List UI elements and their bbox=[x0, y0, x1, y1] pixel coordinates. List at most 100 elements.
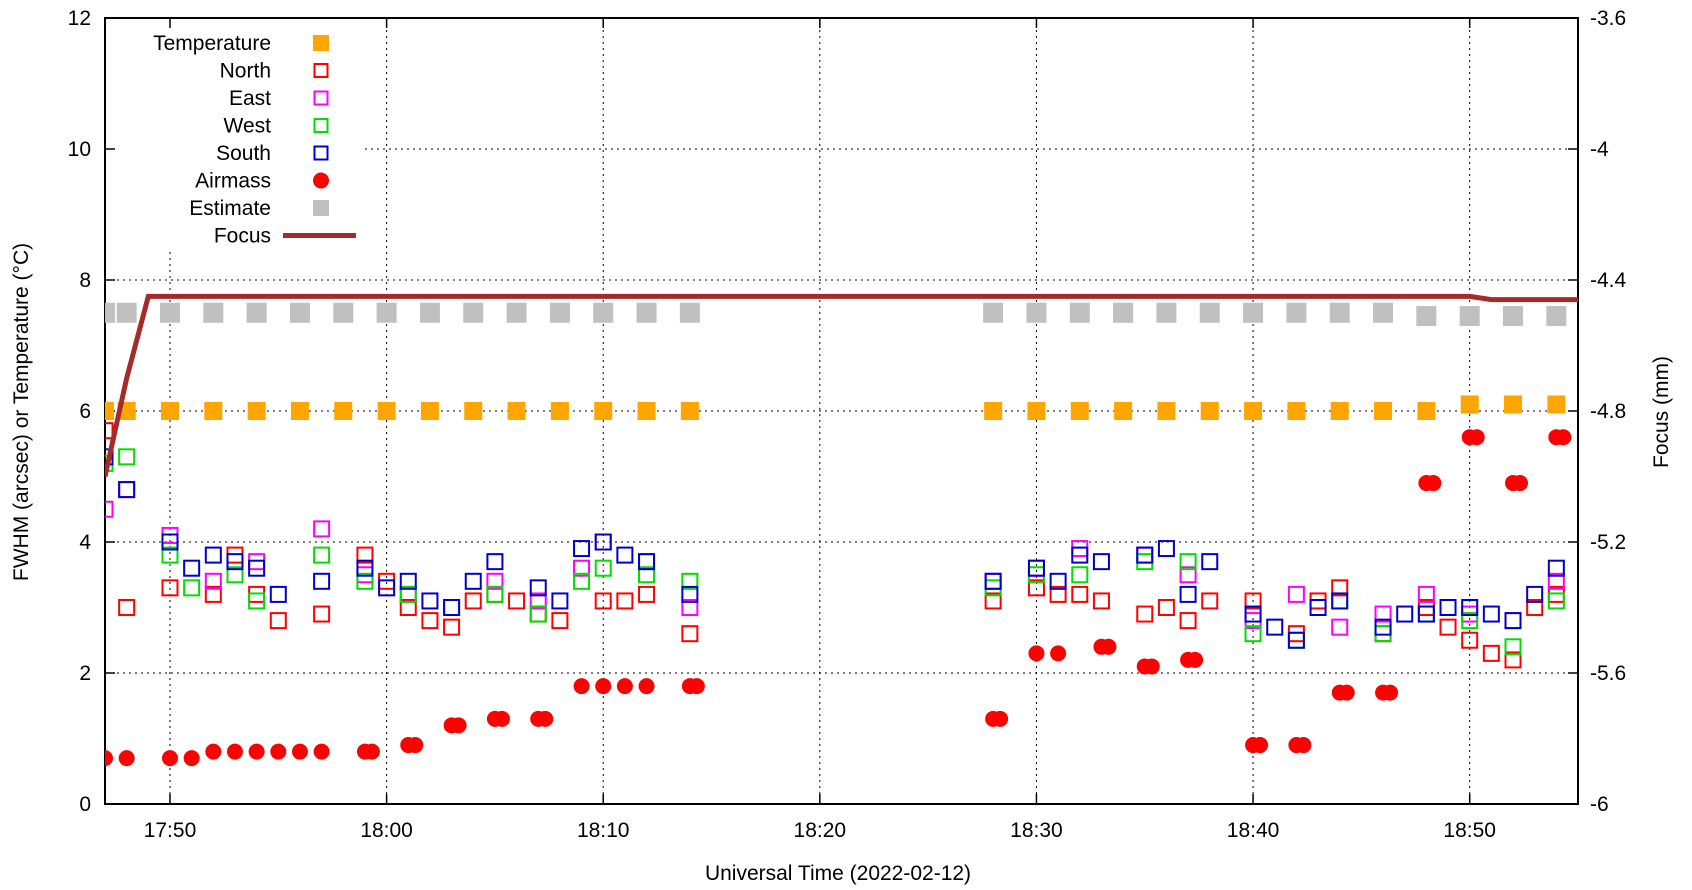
legend-swatch bbox=[313, 35, 329, 51]
airmass-point bbox=[226, 743, 243, 760]
y2-tick-label: -5.2 bbox=[1590, 531, 1626, 554]
south-point bbox=[1396, 605, 1414, 623]
series-group bbox=[105, 293, 1578, 767]
south-point bbox=[248, 559, 266, 577]
west-point bbox=[1179, 553, 1197, 571]
legend-swatch bbox=[313, 145, 329, 161]
east-point bbox=[681, 599, 699, 616]
airmass-point bbox=[450, 717, 467, 734]
south-point bbox=[1157, 540, 1175, 558]
legend-label: South bbox=[216, 142, 271, 165]
legend-item-airmass: Airmass bbox=[195, 170, 329, 193]
airmass-point bbox=[205, 743, 222, 760]
west-point bbox=[226, 566, 244, 584]
airmass-point bbox=[616, 678, 633, 695]
legend-swatch bbox=[313, 200, 329, 216]
south-point bbox=[1244, 605, 1262, 623]
north-point bbox=[681, 625, 699, 643]
south-point bbox=[1071, 546, 1089, 564]
temperature-point bbox=[1547, 395, 1566, 414]
estimate-point bbox=[246, 302, 267, 323]
airmass-point bbox=[248, 743, 265, 760]
y2-tick-label: -6 bbox=[1590, 793, 1609, 816]
legend-item-focus: Focus bbox=[214, 225, 356, 248]
airmass-point bbox=[1295, 737, 1312, 754]
south-point bbox=[638, 553, 656, 571]
legend-item-estimate: Estimate bbox=[189, 197, 329, 220]
airmass-point bbox=[183, 750, 200, 767]
south-point bbox=[1461, 599, 1479, 616]
estimate-point bbox=[463, 302, 484, 323]
temperature-point bbox=[160, 402, 179, 420]
estimate-point bbox=[1286, 302, 1307, 323]
airmass-point bbox=[313, 743, 330, 760]
north-point bbox=[1461, 631, 1479, 649]
south-point bbox=[616, 546, 634, 564]
legend-item-north: North bbox=[220, 60, 329, 83]
estimate-point bbox=[1459, 306, 1480, 327]
south-point bbox=[399, 572, 417, 590]
north-point bbox=[1027, 579, 1045, 597]
temperature-point bbox=[464, 402, 483, 420]
legend-label: North bbox=[220, 60, 271, 83]
south-point bbox=[1331, 592, 1349, 610]
south-point bbox=[1266, 618, 1284, 636]
airmass-point bbox=[270, 743, 287, 760]
north-point bbox=[1526, 599, 1544, 616]
west-point bbox=[1461, 612, 1479, 630]
east-point bbox=[1547, 572, 1565, 590]
temperature-point bbox=[290, 402, 309, 420]
east-point bbox=[105, 500, 114, 518]
west-point bbox=[399, 585, 417, 603]
estimate-point bbox=[1199, 302, 1220, 323]
south-point bbox=[105, 448, 114, 466]
north-point bbox=[356, 546, 374, 564]
north-point bbox=[1439, 618, 1457, 636]
west-point bbox=[443, 599, 461, 616]
west-point bbox=[313, 546, 331, 564]
west-point bbox=[183, 579, 201, 597]
south-point bbox=[984, 572, 1002, 590]
north-point bbox=[508, 592, 526, 610]
estimate-point bbox=[376, 302, 397, 323]
airmass-point bbox=[1382, 684, 1399, 701]
temperature-point bbox=[420, 402, 439, 420]
airmass-point bbox=[992, 710, 1009, 727]
airmass-point bbox=[1100, 638, 1117, 655]
south-point bbox=[1049, 572, 1067, 590]
west-point bbox=[1504, 638, 1522, 656]
west-point bbox=[529, 605, 547, 623]
x-axis-title: Universal Time (2022-02-12) bbox=[705, 862, 971, 885]
north-point bbox=[638, 585, 656, 603]
airmass-point bbox=[493, 710, 510, 727]
y-tick-label: 4 bbox=[79, 531, 91, 554]
north-point bbox=[421, 612, 439, 630]
south-point bbox=[1287, 631, 1305, 649]
legend-label: Temperature bbox=[153, 32, 271, 55]
west-point bbox=[573, 572, 591, 590]
temperature-point bbox=[1460, 395, 1479, 414]
x-tick-label: 17:50 bbox=[144, 819, 197, 842]
east-point bbox=[1417, 585, 1435, 603]
plot-border bbox=[104, 17, 1579, 805]
airmass-point bbox=[573, 678, 590, 695]
temperature-point bbox=[204, 402, 223, 420]
south-point bbox=[1439, 599, 1457, 616]
north-point bbox=[105, 422, 114, 440]
y2-tick-label: -4.4 bbox=[1590, 269, 1627, 292]
estimate-point bbox=[506, 302, 527, 323]
south-point bbox=[1136, 546, 1154, 564]
south-point bbox=[356, 559, 374, 577]
airmass-point bbox=[1028, 645, 1045, 662]
north-point bbox=[204, 585, 222, 603]
north-point bbox=[1331, 579, 1349, 597]
estimate-point bbox=[333, 302, 354, 323]
temperature-point bbox=[1070, 402, 1089, 420]
west-point bbox=[638, 566, 656, 584]
north-point bbox=[594, 592, 612, 610]
south-point bbox=[1417, 605, 1435, 623]
estimate-point bbox=[1416, 306, 1437, 327]
estimate-point bbox=[159, 302, 180, 323]
north-point bbox=[1482, 644, 1500, 662]
